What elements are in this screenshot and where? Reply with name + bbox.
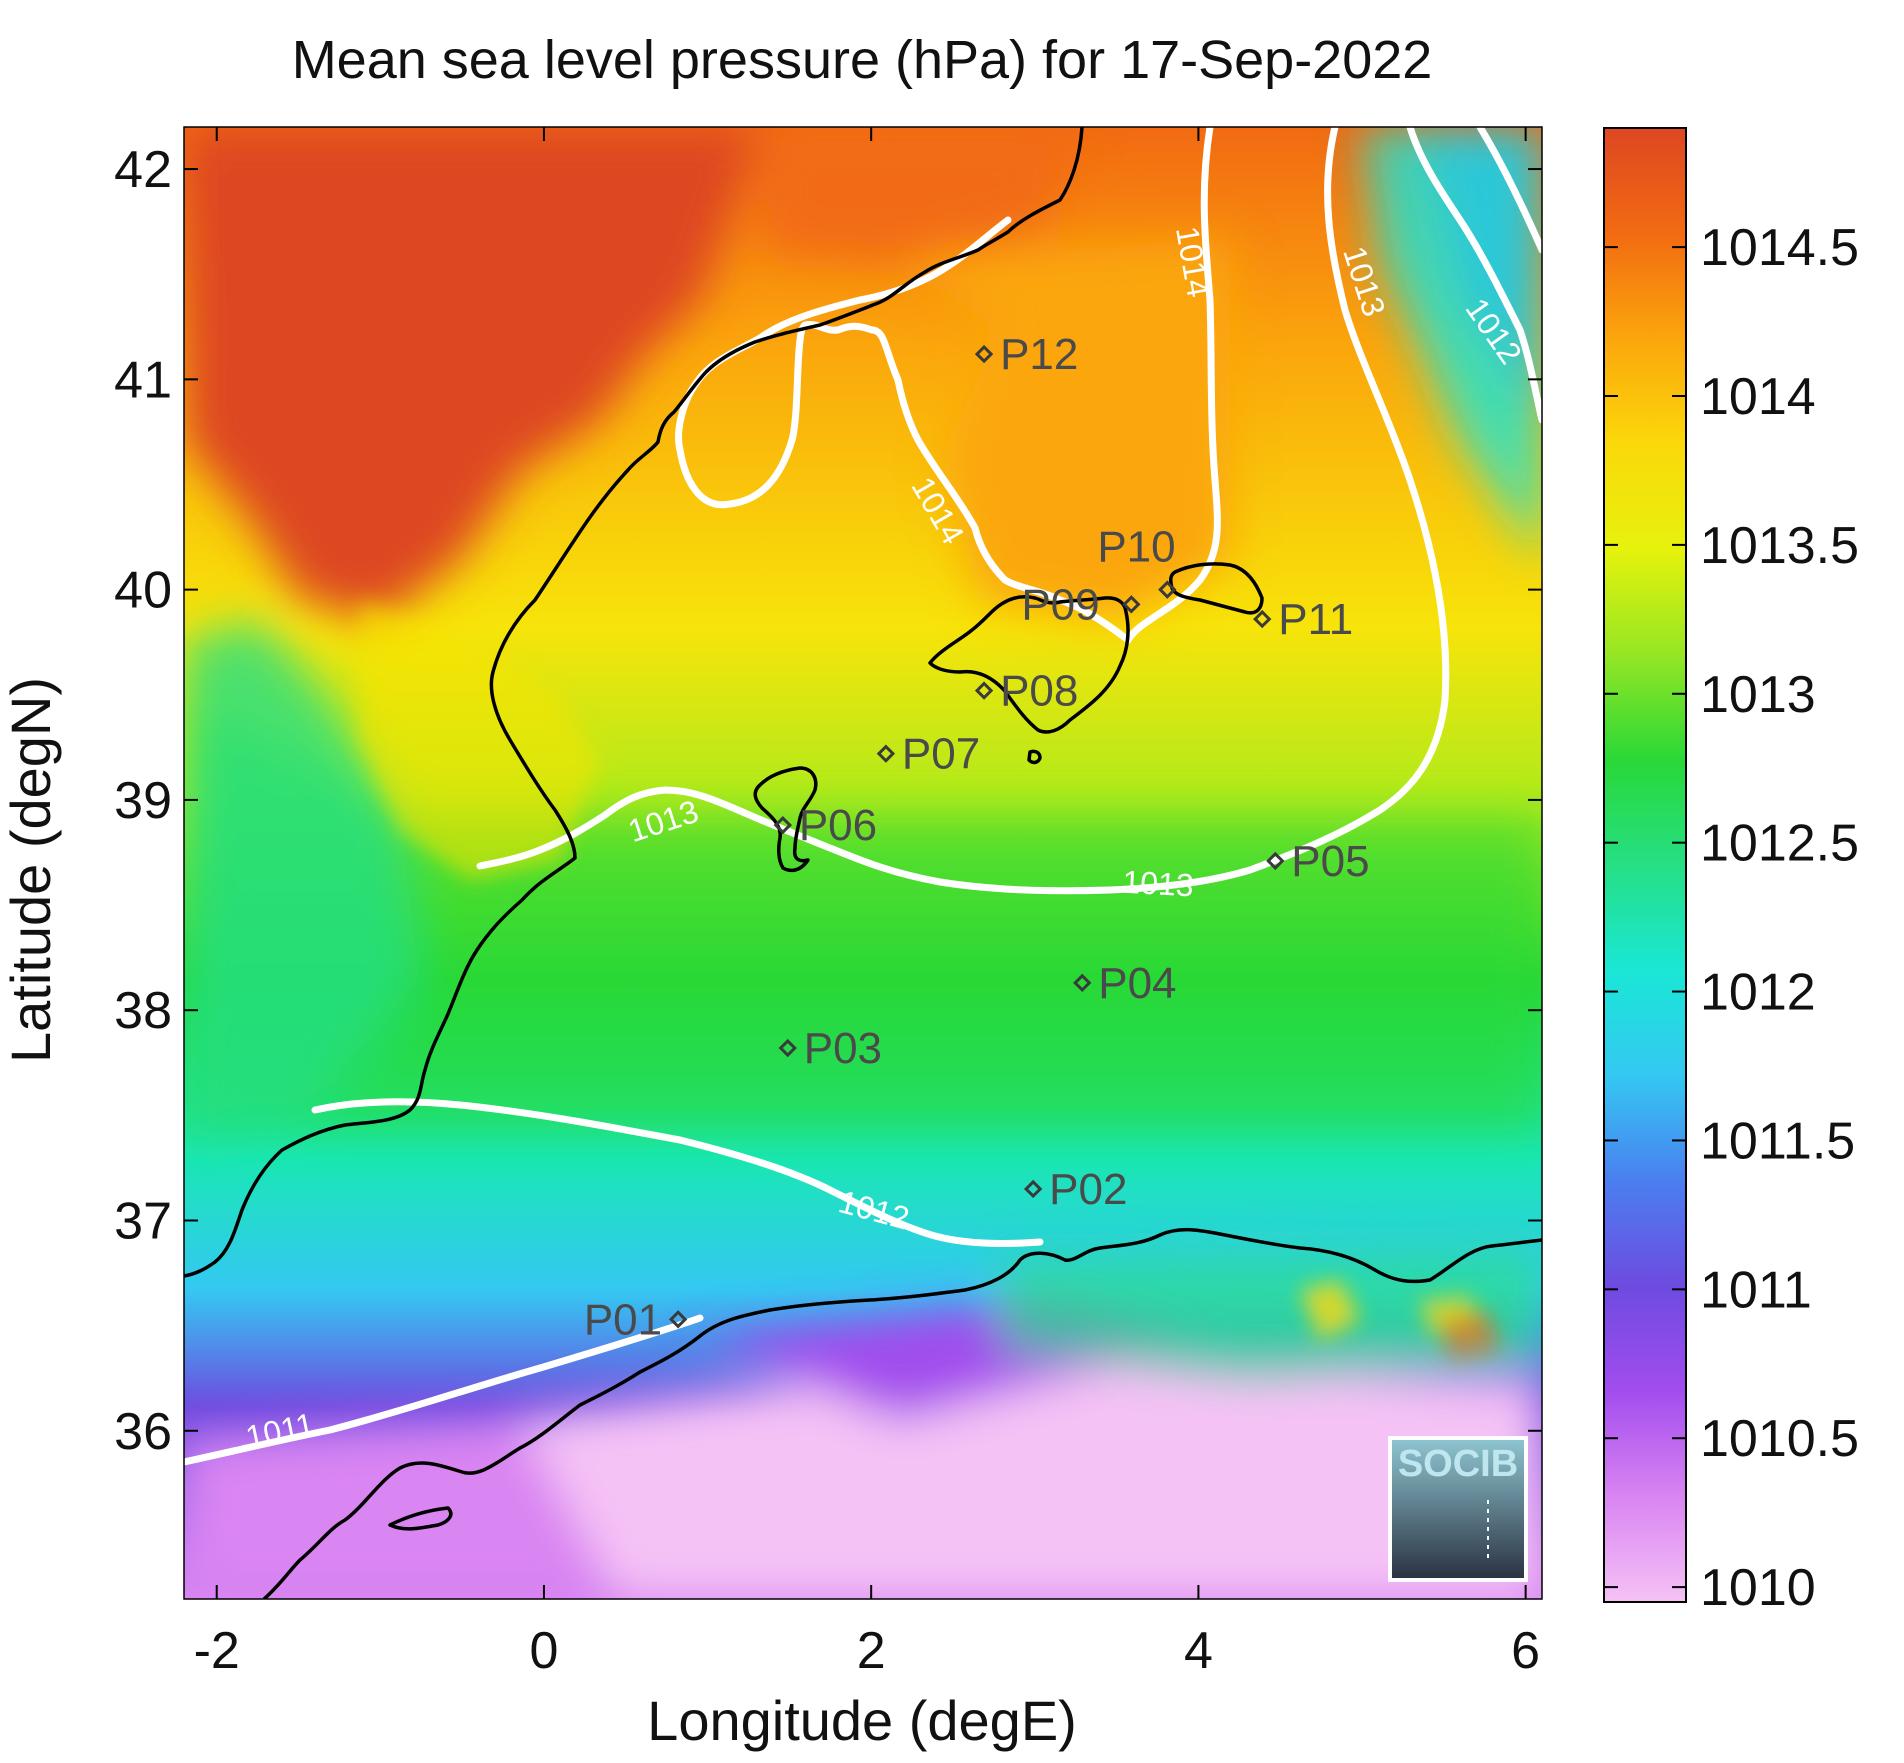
isobar-label: 1013 — [1122, 864, 1195, 904]
pressure-field-details — [360, 600, 1500, 1360]
coastline-north-africa — [262, 1227, 1542, 1599]
isobars — [184, 127, 1542, 1466]
station-label: P08 — [1000, 667, 1078, 716]
station-marker-icon — [1266, 851, 1285, 871]
colorbar-bar — [1603, 127, 1687, 1603]
coastline-ibiza — [753, 766, 818, 873]
y-tick-label: 38 — [114, 982, 172, 1040]
station-markers: P01 P02 P03 P04 P05 P06 P07 P08 P09 P10 P11 P12 — [584, 330, 1370, 1344]
colorbar-tick-label: 1012 — [1700, 964, 1816, 1022]
y-axis-ticks: 36 37 38 39 40 41 42 — [114, 141, 1542, 1461]
coastline-iberia — [184, 127, 1084, 1278]
station-label: P06 — [799, 801, 877, 850]
map-frame — [183, 126, 1543, 1600]
station-label: P10 — [1097, 523, 1175, 572]
isobar-1013 — [476, 127, 1450, 895]
map-title: Mean sea level pressure (hPa) for 17-Sep… — [292, 30, 1433, 90]
station-marker-icon — [1073, 973, 1092, 993]
station-p12: P12 — [974, 330, 1078, 379]
isobar-1014-west — [675, 216, 1132, 644]
isobar-1014-north — [1124, 127, 1221, 644]
station-p09: P09 — [1021, 580, 1141, 629]
station-marker-icon — [1122, 595, 1141, 614]
isobar-1012-ne — [1406, 127, 1542, 424]
station-label: P04 — [1098, 959, 1176, 1008]
colorbar-tick-label: 1011.5 — [1700, 1112, 1855, 1170]
station-label: P09 — [1021, 580, 1099, 629]
x-tick-label: 2 — [857, 1622, 886, 1680]
station-marker-icon — [876, 744, 896, 763]
socib-logo-text: SOCIB — [1398, 1443, 1518, 1485]
x-axis-label: Longitude (degE) — [647, 1689, 1077, 1752]
colorbar-tick-label: 1014.5 — [1700, 219, 1859, 277]
coastline-mallorca — [928, 595, 1130, 734]
x-axis-ticks: -2 0 2 4 6 — [194, 127, 1540, 1680]
colorbar-tick-label: 1011 — [1700, 1261, 1812, 1319]
station-label: P07 — [902, 730, 980, 779]
station-label: P03 — [804, 1024, 882, 1073]
x-tick-label: 6 — [1511, 1622, 1540, 1680]
station-marker-icon — [1253, 609, 1272, 629]
station-p01: P01 — [584, 1295, 688, 1344]
colorbar-tick-label: 1012.5 — [1700, 815, 1859, 873]
socib-logo: SOCIB — [1388, 1436, 1528, 1582]
y-tick-label: 42 — [114, 141, 172, 199]
station-marker-icon — [974, 344, 994, 364]
y-tick-label: 36 — [114, 1403, 172, 1461]
station-marker-icon — [778, 1038, 797, 1058]
station-p02: P02 — [1023, 1165, 1127, 1214]
x-tick-label: -2 — [194, 1622, 240, 1680]
coastline-alboran-island — [388, 1506, 453, 1531]
colorbar-tick-label: 1013.5 — [1700, 517, 1859, 575]
y-tick-label: 39 — [114, 772, 172, 830]
station-marker-icon — [974, 681, 994, 700]
station-p06: P06 — [773, 801, 877, 850]
station-marker-icon — [1158, 580, 1177, 599]
station-p07: P07 — [876, 730, 980, 779]
pressure-field-features — [184, 127, 1542, 1599]
isobar-1011 — [184, 1314, 704, 1466]
station-label: P01 — [584, 1295, 662, 1344]
x-tick-label: 4 — [1184, 1622, 1213, 1680]
isobar-1012-ne2 — [1476, 127, 1542, 254]
x-tick-label: 0 — [529, 1622, 558, 1680]
colorbar-tick-label: 1014 — [1700, 368, 1816, 426]
y-tick-label: 37 — [114, 1192, 172, 1250]
station-label: P11 — [1278, 595, 1353, 644]
colorbar-tick-label: 1013 — [1700, 666, 1816, 724]
station-marker-icon — [773, 815, 793, 835]
station-p03: P03 — [778, 1024, 882, 1073]
colorbar-ticks: 1010 1010.5 1011 1011.5 1012 1012.5 1013 1013.5… — [1604, 219, 1859, 1617]
colorbar-tick-label: 1010.5 — [1700, 1410, 1859, 1468]
station-p10: P10 — [1097, 523, 1177, 599]
isobar-1012-south — [311, 1098, 1044, 1248]
station-p11: P11 — [1253, 595, 1353, 644]
y-axis-label: Latitude (degN) — [0, 677, 62, 1063]
station-p04: P04 — [1073, 959, 1177, 1008]
coastlines — [184, 127, 1542, 1599]
colorbar: 1010 1010.5 1011 1011.5 1012 1012.5 1013 1013.5… — [1603, 127, 1859, 1617]
station-label: P02 — [1049, 1165, 1127, 1214]
station-marker-icon — [668, 1310, 688, 1329]
station-p05: P05 — [1266, 837, 1370, 886]
station-p08: P08 — [974, 667, 1078, 716]
colorbar-tick-label: 1010 — [1700, 1559, 1816, 1617]
y-tick-label: 40 — [114, 562, 172, 620]
y-tick-label: 41 — [114, 351, 172, 409]
coastline-cabrera — [1027, 749, 1042, 765]
station-label: P12 — [1000, 330, 1078, 379]
station-label: P05 — [1291, 837, 1369, 886]
station-marker-icon — [1023, 1179, 1043, 1199]
